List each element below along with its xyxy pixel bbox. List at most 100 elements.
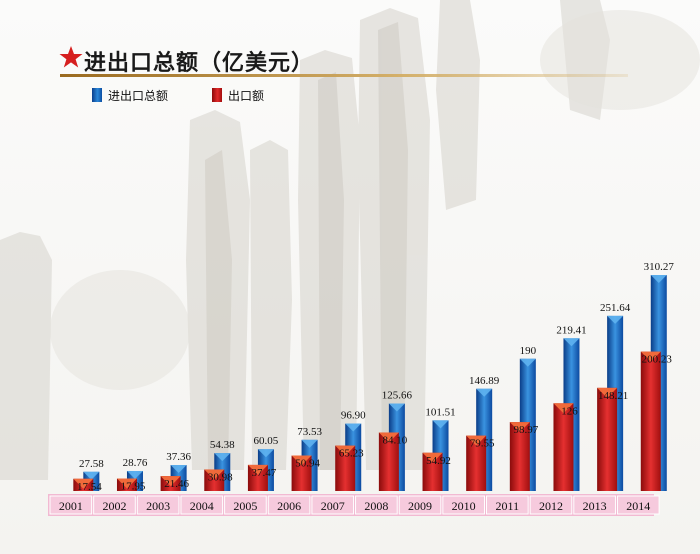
year-cell-2007 <box>311 495 355 515</box>
tick-label-2009: 2009 <box>408 499 432 513</box>
bar-export-cap-2006 <box>291 455 312 466</box>
year-cell-2004 <box>180 495 224 515</box>
bar-total-cap-2004 <box>214 453 231 462</box>
data-label-total-2005: 60.05 <box>254 435 279 447</box>
bar-total-cap-2009 <box>432 420 449 429</box>
data-label-export-2012: 126 <box>561 405 578 417</box>
year-cell-2011 <box>486 495 529 515</box>
tick-label-2008: 2008 <box>364 499 388 513</box>
tick-label-2003: 2003 <box>146 499 170 513</box>
bar-export-2014 <box>640 351 661 491</box>
data-label-total-2014: 310.27 <box>644 261 675 273</box>
bar-export-2007 <box>335 445 356 491</box>
data-label-total-2009: 101.51 <box>425 406 455 418</box>
data-label-total-2006: 73.53 <box>297 426 322 438</box>
star-icon <box>59 46 83 68</box>
tick-label-2004: 2004 <box>190 499 214 513</box>
bar-total-cap-2014 <box>650 275 667 284</box>
bar-export-cap-2013 <box>597 387 618 398</box>
legend-swatch-export <box>212 88 222 102</box>
bar-export-cap-2004 <box>204 469 225 480</box>
tick-label-2012: 2012 <box>539 499 563 513</box>
data-label-export-2014: 200.23 <box>642 354 673 366</box>
data-label-total-2002: 28.76 <box>123 457 148 469</box>
bar-export-cap-2008 <box>378 432 399 443</box>
data-label-export-2008: 84.10 <box>383 434 408 446</box>
year-cell-2005 <box>224 495 267 515</box>
bar-total-cap-2002 <box>126 470 143 479</box>
legend-label-export: 出口额 <box>228 88 265 103</box>
year-cell-2013 <box>573 495 616 515</box>
bar-export-2004 <box>204 469 225 491</box>
year-cell-2012 <box>529 495 573 515</box>
tick-label-2010: 2010 <box>452 499 476 513</box>
bar-total-cap-2013 <box>607 315 624 324</box>
bar-export-2006 <box>291 455 312 491</box>
year-cell-2010 <box>442 495 486 515</box>
data-label-export-2004: 30.98 <box>208 471 233 483</box>
bar-total-cap-2012 <box>563 338 580 347</box>
data-label-total-2013: 251.64 <box>600 302 631 314</box>
bar-export-cap-2010 <box>466 435 487 446</box>
tick-label-2007: 2007 <box>321 499 345 513</box>
data-label-export-2009: 54.92 <box>426 455 451 467</box>
bar-export-cap-2011 <box>509 422 530 433</box>
year-cell-2014 <box>616 495 660 515</box>
title-divider <box>60 74 628 77</box>
data-label-export-2003: 21.46 <box>164 478 189 490</box>
bar-total-cap-2008 <box>388 403 405 412</box>
data-label-total-2004: 54.38 <box>210 439 235 451</box>
data-label-export-2002: 17.95 <box>121 481 146 493</box>
bar-group: 27.58 17.54 28.76 17.95 37.36 21.46 54.38 30.98… <box>73 261 674 493</box>
data-label-total-2010: 146.89 <box>469 375 500 387</box>
bar-export-2011 <box>509 422 530 491</box>
bar-total-cap-2007 <box>345 423 362 432</box>
bar-export-cap-2003 <box>160 476 181 487</box>
bar-export-cap-2001 <box>73 478 94 489</box>
year-cell-2001 <box>49 495 93 515</box>
bar-total-cap-2011 <box>519 358 536 367</box>
year-cell-2002 <box>93 495 136 515</box>
bar-export-cap-2009 <box>422 452 443 463</box>
data-label-export-2013: 148.21 <box>598 390 628 402</box>
year-cell-2006 <box>267 495 311 515</box>
bar-export-2005 <box>247 464 268 491</box>
bar-export-cap-2012 <box>553 403 574 414</box>
data-label-export-2005: 37.47 <box>252 467 277 479</box>
data-label-export-2001: 17.54 <box>77 481 102 493</box>
tick-label-2013: 2013 <box>583 499 607 513</box>
legend-item-export: 出口额 <box>212 86 264 104</box>
bar-export-cap-2007 <box>335 445 356 456</box>
tick-label-2014: 2014 <box>626 499 650 513</box>
data-label-total-2001: 27.58 <box>79 458 104 470</box>
bar-total-cap-2005 <box>257 449 274 458</box>
data-label-total-2007: 96.90 <box>341 410 366 422</box>
tick-label-2001: 2001 <box>59 499 83 513</box>
data-label-export-2006: 50.94 <box>295 458 320 470</box>
legend-swatch-total <box>92 88 102 102</box>
data-label-total-2003: 37.36 <box>166 451 191 463</box>
data-label-export-2010: 79.55 <box>470 438 495 450</box>
chart-title: 进出口总额（亿美元） <box>84 51 315 76</box>
tick-label-2011: 2011 <box>496 499 520 513</box>
bar-export-2012 <box>553 403 574 491</box>
year-cell-2003 <box>136 495 180 515</box>
bar-export-cap-2005 <box>247 464 268 475</box>
data-label-export-2011: 98.97 <box>513 424 538 436</box>
legend-item-total: 进出口总额 <box>92 86 168 104</box>
bar-total-cap-2010 <box>476 388 493 397</box>
bar-export-cap-2002 <box>116 478 137 489</box>
bar-total-cap-2003 <box>170 464 187 473</box>
legend-label-total: 进出口总额 <box>108 88 169 103</box>
year-cell-2009 <box>398 495 442 515</box>
bar-export-2010 <box>466 435 487 491</box>
year-cell-2008 <box>355 495 398 515</box>
bar-export-2009 <box>422 452 443 491</box>
tick-label-2006: 2006 <box>277 499 301 513</box>
data-label-total-2011: 190 <box>520 345 537 357</box>
data-label-total-2012: 219.41 <box>556 324 586 336</box>
data-label-export-2007: 65.23 <box>339 448 364 460</box>
bar-export-2013 <box>597 387 618 491</box>
